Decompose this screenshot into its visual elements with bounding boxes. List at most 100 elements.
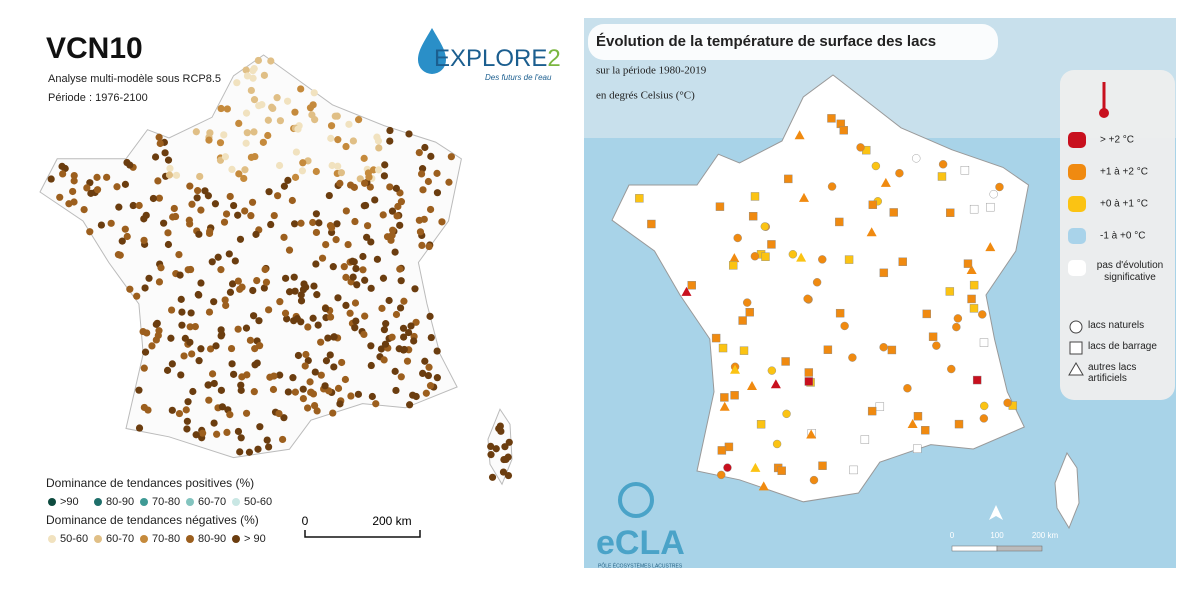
station: [379, 211, 387, 219]
station: [280, 414, 288, 422]
station: [346, 309, 354, 317]
station: [261, 265, 269, 274]
scale-segment: [951, 545, 998, 552]
station: [326, 222, 335, 230]
station: [312, 210, 320, 218]
legend-box: [1060, 70, 1175, 400]
station: [329, 263, 337, 271]
station: [260, 284, 268, 292]
lake: [967, 294, 976, 304]
station: [254, 445, 262, 453]
station: [322, 240, 330, 249]
station: [152, 320, 160, 328]
station: [369, 166, 378, 174]
station: [487, 442, 495, 450]
legend-title: Dominance de tendances positives (%): [46, 476, 254, 490]
logo-tagline: Des futurs de l'eau: [485, 73, 552, 82]
station: [373, 255, 382, 263]
station: [220, 218, 229, 226]
station: [164, 229, 172, 237]
station: [488, 473, 497, 481]
station: [250, 128, 258, 136]
station: [129, 201, 137, 210]
station: [297, 85, 305, 93]
station: [175, 250, 183, 259]
scale-bar: 0 200 km: [302, 514, 421, 538]
lake: [788, 250, 798, 259]
station: [243, 129, 251, 137]
station: [205, 229, 214, 238]
station: [214, 253, 222, 261]
station: [288, 196, 296, 205]
lake: [879, 343, 888, 352]
lake: [738, 316, 747, 325]
station: [275, 161, 284, 170]
station: [208, 258, 216, 266]
station: [148, 342, 156, 350]
legend-label: autres lacs artificiels: [1088, 362, 1136, 384]
lake: [875, 402, 885, 411]
station: [195, 291, 203, 299]
station: [360, 179, 369, 187]
station: [380, 172, 389, 180]
station: [324, 334, 332, 342]
lake: [715, 202, 725, 211]
station: [334, 136, 342, 144]
station: [206, 345, 215, 353]
station: [314, 321, 322, 329]
station: [338, 358, 346, 367]
station: [175, 409, 184, 418]
lake: [879, 268, 889, 278]
station: [197, 345, 205, 353]
station: [285, 246, 294, 254]
thermometer: [1099, 82, 1109, 118]
lake: [952, 322, 961, 332]
station: [505, 438, 513, 446]
station: [309, 101, 317, 109]
lake: [748, 212, 758, 221]
station: [155, 327, 163, 335]
station: [322, 357, 331, 365]
lake: [933, 252, 944, 262]
station: [302, 350, 310, 359]
lake: [717, 446, 727, 455]
legend-swatch: [186, 498, 194, 506]
logo-swirl: [618, 482, 654, 518]
station: [333, 220, 341, 228]
station: [313, 291, 321, 299]
lake: [798, 192, 809, 202]
station: [310, 89, 318, 97]
station: [228, 280, 237, 288]
station: [396, 221, 404, 229]
station: [191, 322, 199, 331]
lake: [849, 465, 858, 475]
legend: Dominance de tendances positives (%) Dom…: [46, 476, 272, 545]
logo-tagline: PÔLE ÉCOSYSTÈMES LACUSTRES: [598, 562, 683, 569]
station: [217, 266, 225, 274]
station: [375, 144, 383, 152]
station: [142, 211, 150, 219]
left-subtitle: Analyse multi-modèle sous RCP8.5: [48, 73, 221, 85]
legend-swatch: [232, 498, 240, 506]
legend-label: lacs naturels: [1088, 320, 1144, 331]
lake: [782, 409, 791, 419]
legend-label: 60-70: [198, 496, 226, 508]
station: [237, 381, 245, 389]
station: [251, 361, 259, 369]
station: [178, 321, 186, 329]
station: [164, 156, 173, 164]
station: [220, 131, 228, 139]
station: [135, 424, 144, 432]
lake: [913, 444, 922, 454]
lake: [960, 166, 970, 175]
station: [223, 105, 231, 113]
lake: [794, 130, 805, 140]
lake: [860, 435, 870, 444]
station: [141, 284, 149, 292]
station: [118, 237, 126, 245]
station: [115, 203, 123, 211]
legend-swatch: [94, 535, 102, 543]
station: [504, 471, 513, 480]
station: [262, 278, 271, 286]
station: [392, 310, 401, 319]
